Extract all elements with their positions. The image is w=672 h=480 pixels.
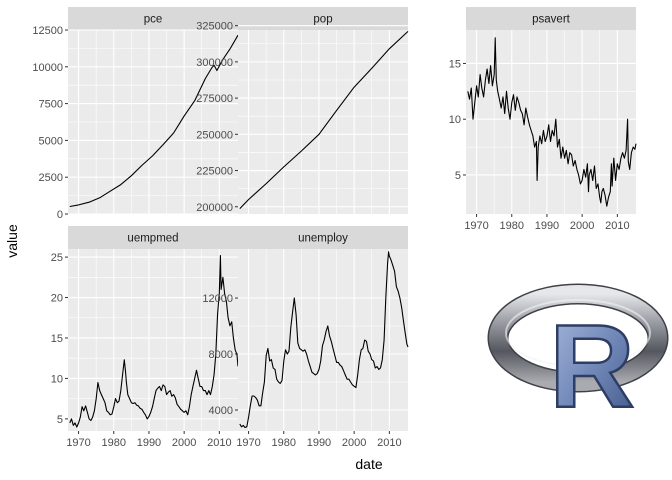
facet-panel-uempmed: uempmed 5 10 15 20 25 1970 1980 1990 2000 2010 (51, 226, 239, 449)
y-tick-label: 25 (51, 252, 63, 264)
x-tick-label: 1980 (102, 437, 126, 449)
series-line-psavert (467, 37, 637, 207)
y-tick-label: 0 (57, 209, 63, 221)
y-tick-label: 12000 (202, 293, 233, 305)
facet-strip-label: uempmed (127, 233, 178, 245)
y-tick-label: 8000 (209, 349, 233, 361)
r-logo-icon: R (487, 283, 669, 434)
facet-strip-label: psavert (532, 14, 571, 26)
y-tick-label: 12500 (32, 25, 63, 37)
y-tick-label: 7500 (39, 99, 63, 111)
facet-panel-pce: pce 0 2500 5000 7500 10000 12500 (32, 7, 239, 221)
y-tick-label: 225000 (196, 166, 233, 178)
x-tick-label: 1970 (66, 437, 90, 449)
y-tick-label: 10000 (32, 62, 63, 74)
facet-strip (466, 7, 636, 30)
y-tick-label: 10 (449, 114, 461, 126)
facet-panel-unemploy: unemploy 4000 8000 12000 1970 1980 1990 2000 201… (202, 226, 409, 449)
y-tick-label: 15 (51, 333, 63, 345)
y-tick-label: 275000 (196, 93, 233, 105)
y-tick-label: 325000 (196, 21, 233, 33)
x-tick-label: 2010 (605, 220, 629, 232)
x-tick-label: 1970 (464, 220, 488, 232)
y-tick-label: 15 (449, 58, 461, 70)
facet-strip (238, 226, 408, 249)
y-tick-label: 200000 (196, 202, 233, 214)
facet-strip-label: unemploy (298, 233, 348, 245)
y-tick-label: 300000 (196, 57, 233, 69)
facet-strip (68, 7, 238, 30)
series-line-unemploy (239, 251, 409, 429)
facet-strip-label: pop (313, 14, 332, 26)
x-tick-label: 1980 (272, 437, 296, 449)
y-tick-label: 5 (57, 414, 63, 426)
y-tick-label: 4000 (209, 405, 233, 417)
r-logo-letter: R (549, 301, 634, 433)
x-tick-label: 1970 (236, 437, 260, 449)
x-tick-label: 1990 (307, 437, 331, 449)
facet-panel-pop: pop 200000 225000 250000 275000 300000 325000 (196, 7, 409, 214)
series-line-uempmed (69, 254, 239, 428)
y-tick-label: 20 (51, 293, 63, 305)
x-tick-label: 1990 (137, 437, 161, 449)
y-tick-label: 250000 (196, 129, 233, 141)
x-tick-label: 2010 (377, 437, 401, 449)
x-tick-label: 2000 (570, 220, 594, 232)
panel-background (238, 249, 408, 431)
y-axis-title: value (4, 224, 20, 258)
x-tick-label: 2010 (207, 437, 231, 449)
y-tick-label: 10 (51, 373, 63, 385)
series-line-pce (69, 34, 239, 208)
series-line-pop (239, 30, 409, 209)
y-tick-label: 5 (455, 170, 461, 182)
facet-panel-psavert: psavert 5 10 15 1970 1980 1990 2000 2010 (449, 7, 637, 232)
facet-strip-label: pce (144, 14, 163, 26)
x-tick-label: 1990 (535, 220, 559, 232)
facet-strip (68, 226, 238, 249)
facet-strip (238, 7, 408, 30)
x-tick-label: 2000 (342, 437, 366, 449)
x-tick-label: 1980 (500, 220, 524, 232)
y-tick-label: 5000 (39, 135, 63, 147)
y-tick-label: 2500 (39, 172, 63, 184)
x-axis-title: date (355, 456, 382, 472)
x-tick-label: 2000 (172, 437, 196, 449)
